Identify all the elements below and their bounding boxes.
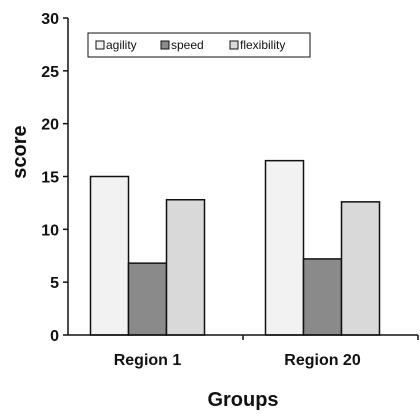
y-tick-label: 0 bbox=[50, 328, 59, 345]
y-tick-label: 25 bbox=[41, 64, 59, 81]
legend-label-agility: agility bbox=[106, 38, 137, 52]
bars bbox=[91, 161, 380, 335]
legend: agility speed flexibility bbox=[88, 33, 310, 57]
y-tick-label: 30 bbox=[41, 11, 59, 28]
legend-swatch-speed bbox=[161, 41, 169, 49]
bar-speed-1 bbox=[129, 263, 167, 335]
y-tick-label: 10 bbox=[41, 222, 59, 239]
bar-agility-1 bbox=[91, 177, 129, 336]
y-tick-label: 5 bbox=[50, 275, 59, 292]
x-category-label: Region 1 bbox=[114, 352, 182, 369]
bar-flexibility-2 bbox=[342, 202, 380, 335]
y-tick-label: 20 bbox=[41, 117, 59, 134]
legend-label-flexibility: flexibility bbox=[240, 38, 285, 52]
bar-speed-2 bbox=[304, 259, 342, 335]
bar-flexibility-1 bbox=[167, 200, 205, 335]
legend-swatch-flexibility bbox=[230, 41, 238, 49]
legend-swatch-agility bbox=[96, 41, 104, 49]
bar-agility-2 bbox=[266, 161, 304, 335]
x-category-label: Region 20 bbox=[284, 352, 361, 369]
legend-label-speed: speed bbox=[171, 38, 204, 52]
x-axis-title: Groups bbox=[207, 389, 278, 411]
x-axis: Region 1 Region 20 bbox=[68, 335, 418, 369]
y-axis: 0 5 10 15 20 25 30 bbox=[41, 11, 68, 345]
y-axis-title: score bbox=[9, 125, 31, 178]
y-tick-label: 15 bbox=[41, 170, 59, 187]
